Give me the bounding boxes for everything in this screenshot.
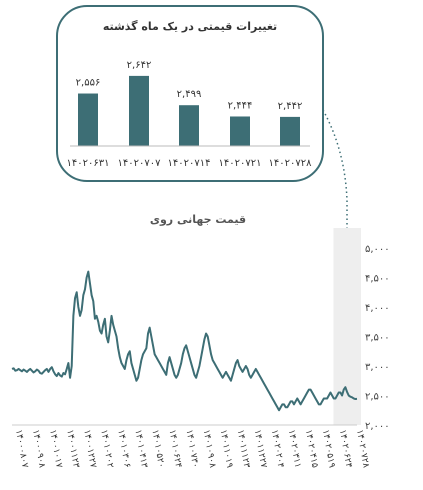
x-tick-label: ۱۴۰۱۱۲۲۷ <box>252 429 269 469</box>
bar-category-label: ۱۴۰۲۰۶۳۱ <box>67 158 110 169</box>
zinc-price-line <box>11 270 358 412</box>
inset-panel-border <box>56 5 324 182</box>
bar <box>78 93 98 146</box>
x-tick-label: ۱۴۰۰۰۸۰۷ <box>13 429 30 469</box>
bar-value-label: ۲,۴۹۹ <box>177 89 202 100</box>
x-tick-label: ۱۴۰۰۱۰۱۷ <box>47 429 64 469</box>
x-tick-label: ۱۴۰۲۰۲۰۴ <box>269 429 286 469</box>
y-tick-label: ۳,۵۰۰ <box>365 333 390 344</box>
x-tick-label: ۱۴۰۰۱۲۲۷ <box>81 429 98 469</box>
x-tick-label: ۱۴۰۰۰۹۰۸ <box>30 429 47 469</box>
connector-line <box>322 109 348 228</box>
x-tick-label: ۱۴۰۲۰۴۱۵ <box>303 429 320 469</box>
x-tick-label: ۱۴۰۱۱۱۲۳ <box>235 429 252 469</box>
y-tick-label: ۴,۰۰۰ <box>365 303 390 314</box>
bar-value-label: ۲,۶۴۲ <box>127 60 152 71</box>
line-chart-title: قیمت جهانی روی <box>150 213 246 226</box>
x-tick-label: ۱۴۰۱۰۵۲۰ <box>149 429 166 469</box>
x-tick-label: ۱۴۰۰۱۱۲۳ <box>64 429 81 469</box>
y-tick-label: ۴,۵۰۰ <box>365 274 390 285</box>
bar-chart: ۲,۵۵۶ ۱۴۰۲۰۶۳۱ ۲,۶۴۲ ۱۴۰۲۰۷۰۷ ۲,۴۹۹ ۱۴۰۲۰۷۱۴ ۲… <box>67 60 313 169</box>
y-tick-label: ۵,۰۰۰ <box>365 244 390 255</box>
bar <box>129 75 149 146</box>
bar-value-label: ۲,۴۴۲ <box>278 101 303 112</box>
x-tick-label: ۱۴۰۱۰۶۲۴ <box>167 429 184 469</box>
x-tick-label: ۱۴۰۱۰۴۱۳ <box>132 429 149 469</box>
bar-chart-title: تغییرات قیمتی در یک ماه گذشته <box>103 20 277 33</box>
x-tick-label: ۱۴۰۱۰۳۰۶ <box>115 429 132 469</box>
line-chart: ۵,۰۰۰ ۴,۵۰۰ ۴,۰۰۰ ۳,۵۰۰ ۳,۰۰۰ ۲,۵۰۰ ۲,۰۰۰ ۱۴۰۰۰… <box>11 244 390 469</box>
bar-category-label: ۱۴۰۲۰۷۱۴ <box>168 158 211 169</box>
x-tick-label: ۱۴۰۱۱۰۱۹ <box>218 429 235 469</box>
bar-category-label: ۱۴۰۲۰۷۲۱ <box>219 158 262 169</box>
x-tick-label: ۱۴۰۱۰۹۰۸ <box>201 429 218 469</box>
bar-value-label: ۲,۴۴۴ <box>228 100 253 111</box>
x-tick-label: ۱۴۰۱۰۲۰۲ <box>98 429 115 469</box>
bar <box>230 116 250 146</box>
x-tick-label: ۱۴۰۲۰۷۲۸ <box>354 429 371 469</box>
bar-value-label: ۲,۵۵۶ <box>76 78 101 89</box>
y-tick-label: ۲,۵۰۰ <box>365 392 390 403</box>
bar-category-label: ۱۴۰۲۰۷۰۷ <box>118 158 162 169</box>
y-tick-label: ۳,۰۰۰ <box>365 362 390 373</box>
bar-category-label: ۱۴۰۲۰۷۲۸ <box>269 158 313 169</box>
x-tick-label: ۱۴۰۲۰۳۱۱ <box>286 429 303 469</box>
x-tick-label: ۱۴۰۲۰۶۲۴ <box>337 429 354 469</box>
y-tick-label: ۲,۰۰۰ <box>365 421 390 432</box>
x-tick-label: ۱۴۰۱۰۷۳۰ <box>184 429 201 469</box>
bar <box>179 105 199 146</box>
bar <box>280 116 300 146</box>
x-tick-label: ۱۴۰۲۰۵۱۹ <box>320 429 337 469</box>
